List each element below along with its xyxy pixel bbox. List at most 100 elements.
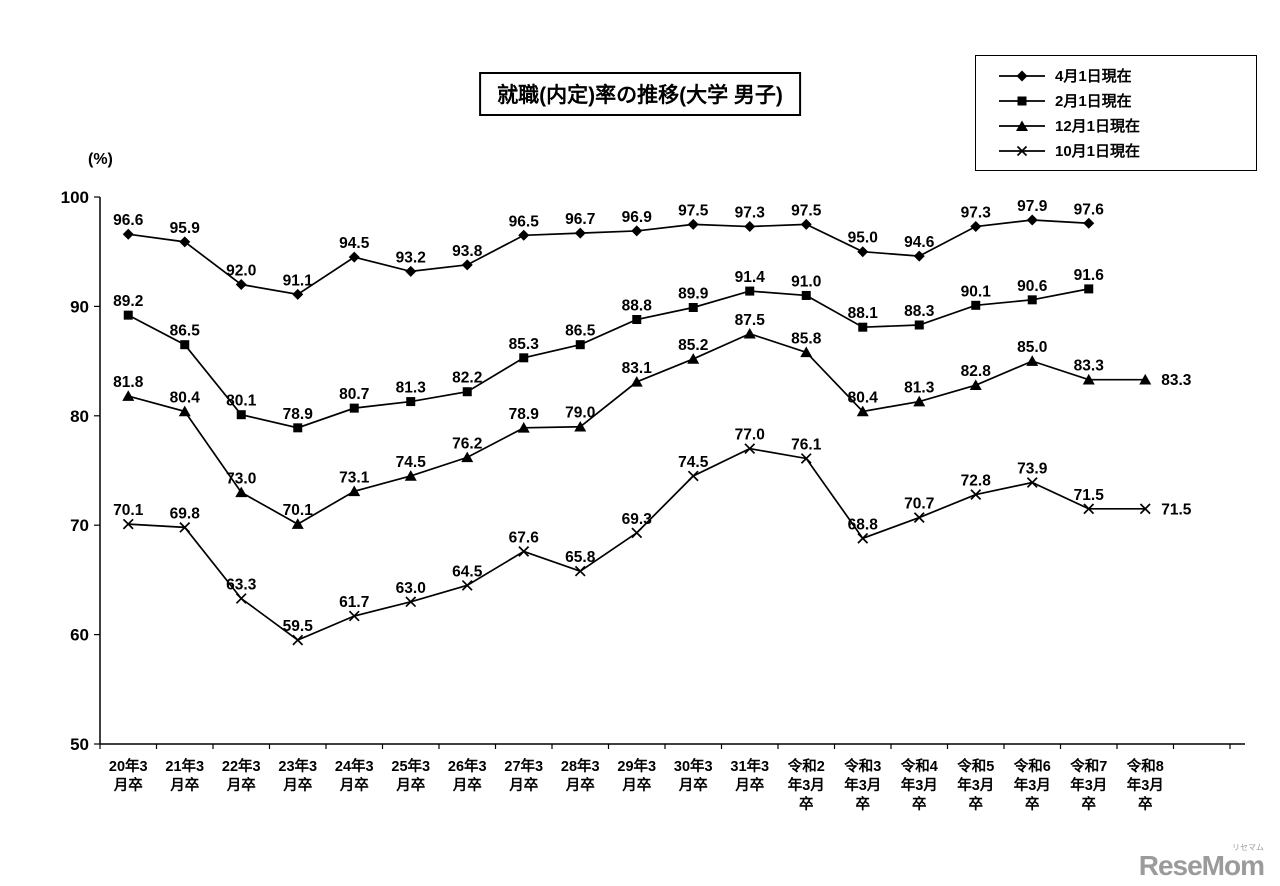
y-tick-label: 70 [70, 516, 89, 535]
data-label: 73.9 [1017, 461, 1048, 478]
data-label: 63.3 [226, 576, 257, 593]
legend-label: 10月1日現在 [1055, 143, 1141, 160]
data-label: 69.3 [622, 511, 653, 528]
data-label: 97.6 [1074, 201, 1105, 218]
resemom-logo-text: ReseMom [1138, 850, 1265, 881]
y-axis-unit-label: (%) [88, 151, 113, 168]
triangle-marker-icon [999, 120, 1045, 131]
resemom-kana-text: リセマム [1232, 843, 1264, 852]
x-tick-label: 22年3 月卒 [222, 757, 261, 794]
data-label: 63.0 [396, 580, 426, 597]
x-tick-label: 25年3 月卒 [391, 757, 430, 794]
square-marker-icon [999, 96, 1045, 105]
x-tick-label: 令和7 年3月卒 [1070, 757, 1107, 813]
data-label: 80.7 [339, 386, 369, 403]
data-label: 95.0 [848, 230, 878, 247]
data-label: 96.9 [622, 209, 653, 226]
axes [99, 197, 1245, 745]
legend-item-april-1: 4月1日現在 [998, 63, 1250, 88]
x-tick-label: 27年3 月卒 [504, 757, 543, 794]
x-tick-label: 28年3 月卒 [561, 757, 600, 794]
x-tick-label: 23年3 月卒 [278, 757, 317, 794]
data-label: 64.5 [452, 563, 483, 580]
data-label: 82.2 [452, 370, 482, 387]
data-label: 93.2 [396, 249, 426, 266]
data-label: 97.3 [961, 205, 992, 222]
data-label: 85.2 [678, 337, 708, 354]
x-tick-label: 31年3 月卒 [730, 757, 769, 794]
y-tick-label: 50 [70, 735, 89, 754]
data-label: 91.1 [283, 272, 314, 289]
x-tick-label: 30年3 月卒 [674, 757, 713, 794]
data-label: 89.2 [113, 293, 143, 310]
x-tick-label: 令和5 年3月卒 [957, 757, 994, 813]
legend-box: 4月1日現在 2月1日現在 12月1日現在 10月1日現在 [975, 55, 1257, 171]
data-label: 82.8 [961, 363, 992, 380]
data-label: 95.9 [170, 220, 201, 237]
data-label: 70.7 [904, 496, 934, 513]
y-tick-label: 100 [61, 188, 89, 207]
data-label: 78.9 [509, 406, 540, 423]
data-label: 86.5 [565, 323, 596, 340]
series-x: 70.1 69.8 63.3 59.5 61.7 63.0 64.5 67.6 65.8 69.3… [113, 427, 1192, 646]
data-label: 80.1 [226, 393, 257, 410]
data-label: 88.8 [622, 298, 653, 315]
data-label: 81.3 [904, 380, 935, 397]
data-label: 88.3 [904, 303, 935, 320]
data-label: 85.3 [509, 336, 540, 353]
data-label: 96.5 [509, 213, 540, 230]
data-label: 70.1 [113, 502, 144, 519]
x-tick-label: 24年3 月卒 [335, 757, 374, 794]
data-label: 69.8 [170, 505, 201, 522]
data-label: 70.1 [283, 502, 314, 519]
series-square: 89.2 86.5 80.1 78.9 80.7 81.3 82.2 85.3 86.5 88.8… [113, 267, 1105, 433]
data-label: 72.8 [961, 473, 992, 490]
data-label: 74.5 [396, 454, 427, 471]
data-label: 59.5 [283, 618, 314, 635]
chart-title-text: 就職(内定)率の推移(大学 男子) [497, 84, 783, 107]
data-label: 83.3 [1161, 372, 1192, 389]
data-label: 91.6 [1074, 267, 1105, 284]
data-label: 88.1 [848, 305, 879, 322]
data-label: 93.8 [452, 243, 483, 260]
x-tick-label: 令和4 年3月卒 [901, 757, 938, 813]
data-label: 80.4 [170, 389, 201, 406]
data-label: 76.1 [791, 436, 822, 453]
x-tick-label: 令和6 年3月卒 [1014, 757, 1051, 813]
data-label: 85.0 [1017, 339, 1047, 356]
x-marker-icon [999, 145, 1045, 156]
x-tick-label: 29年3 月卒 [617, 757, 656, 794]
legend-item-december-1: 12月1日現在 [998, 113, 1250, 138]
x-tick-label: 令和2 年3月卒 [788, 757, 825, 813]
data-label: 96.7 [565, 211, 595, 228]
y-axis: 100 90 80 70 60 50 [61, 188, 100, 754]
x-tick-label: 20年3 月卒 [109, 757, 148, 794]
data-label: 74.5 [678, 454, 709, 471]
data-label: 65.8 [565, 549, 596, 566]
data-label: 68.8 [848, 516, 879, 533]
data-label: 76.2 [452, 435, 482, 452]
data-label: 81.3 [396, 380, 427, 397]
data-label: 81.8 [113, 374, 144, 391]
data-label: 77.0 [735, 427, 765, 444]
data-label: 89.9 [678, 285, 709, 302]
data-label: 67.6 [509, 529, 540, 546]
data-label: 97.5 [791, 202, 822, 219]
y-tick-label: 80 [70, 407, 89, 426]
data-label: 97.5 [678, 202, 709, 219]
series-triangle: 81.8 80.4 73.0 70.1 73.1 74.5 76.2 78.9 79.0 83.1… [113, 312, 1192, 529]
data-label: 71.5 [1161, 501, 1192, 518]
data-label: 91.4 [735, 269, 766, 286]
data-label: 90.1 [961, 283, 992, 300]
data-label: 71.5 [1074, 487, 1105, 504]
data-label: 86.5 [170, 323, 201, 340]
legend-label: 12月1日現在 [1055, 118, 1141, 135]
chart-title: 就職(内定)率の推移(大学 男子) [479, 72, 801, 116]
data-label: 92.0 [226, 263, 256, 280]
data-label: 79.0 [565, 405, 595, 422]
x-tick-label: 21年3 月卒 [165, 757, 204, 794]
y-tick-label: 60 [70, 626, 89, 645]
x-tick-label: 令和3 年3月卒 [844, 757, 881, 813]
data-label: 85.8 [791, 330, 822, 347]
